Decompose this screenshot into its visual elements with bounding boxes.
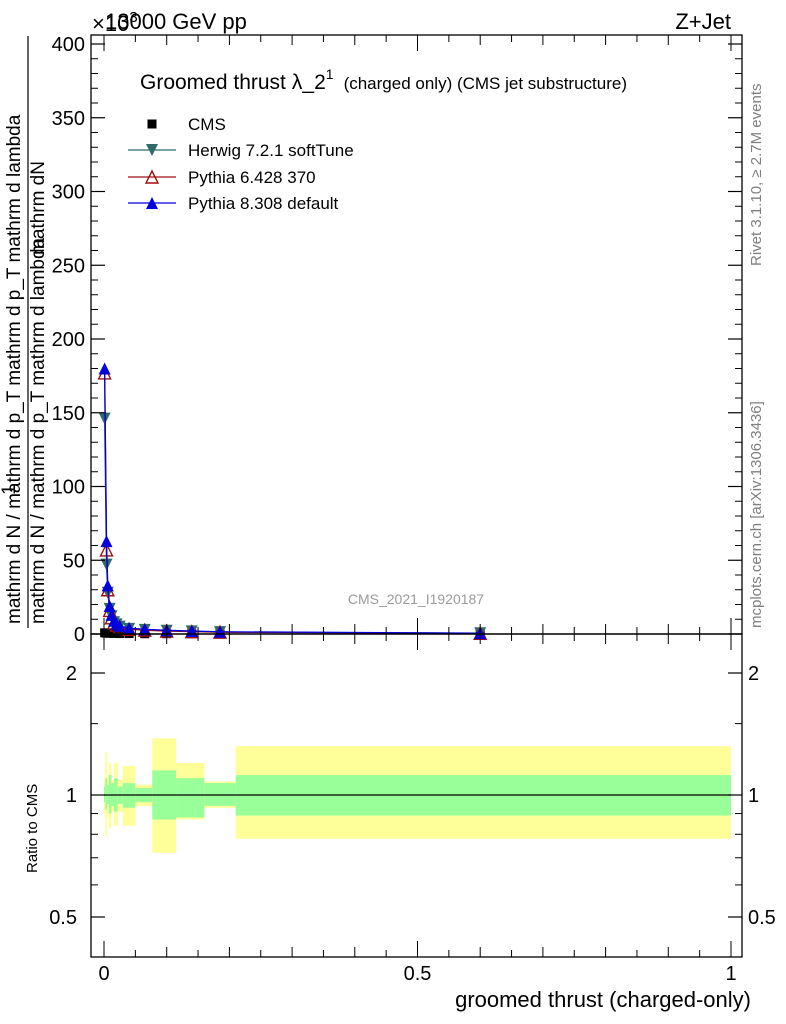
legend: CMS Herwig 7.2.1 softTune Pythia 6.428 370… bbox=[128, 115, 354, 213]
main-y-axis-title: mathrm d N / mathrm d p_T mathrm d lambd… bbox=[0, 36, 49, 628]
ylabel-line-3: 1 bbox=[0, 484, 20, 495]
legend-label: Herwig 7.2.1 softTune bbox=[188, 141, 354, 160]
ylabel-line-4: mathrm dN bbox=[28, 161, 49, 255]
data-point bbox=[113, 619, 126, 632]
legend-marker bbox=[146, 197, 158, 209]
data-point bbox=[213, 625, 226, 638]
analysis-watermark: CMS_2021_I1920187 bbox=[348, 591, 484, 607]
data-point bbox=[103, 599, 116, 612]
legend-label: CMS bbox=[188, 115, 226, 134]
ratio-ytick-label-right: 1 bbox=[748, 785, 759, 807]
ylabel-line-2: mathrm d N / mathrm d p_T mathrm d p_T m… bbox=[4, 114, 25, 624]
data-point bbox=[101, 579, 114, 592]
legend-label: Pythia 8.308 default bbox=[188, 194, 339, 213]
ylabel-line-1: mathrm d N / mathrm d p_T mathrm d lambd… bbox=[28, 237, 49, 624]
xtick-label: 0.5 bbox=[404, 963, 432, 985]
rivet-label: Rivet 3.1.10, ≥ 2.7M events bbox=[748, 84, 765, 267]
data-point bbox=[100, 535, 113, 548]
legend-marker bbox=[144, 169, 160, 184]
ratio-ytick-label-right: 2 bbox=[748, 663, 759, 685]
main-ytick-label: 250 bbox=[52, 255, 85, 277]
data-point bbox=[138, 623, 151, 636]
legend-marker bbox=[146, 144, 158, 156]
main-ytick-label: 50 bbox=[63, 550, 85, 572]
ratio-ytick-label-right: 0.5 bbox=[748, 907, 776, 929]
data-point bbox=[123, 622, 136, 635]
mcplots-label: mcplots.cern.ch [arXiv:1306.3436] bbox=[748, 401, 765, 628]
energy-label: 13000 GeV pp bbox=[105, 9, 247, 34]
main-ytick-label: 200 bbox=[52, 329, 85, 351]
xtick-label: 1 bbox=[725, 963, 736, 985]
main-ytick-label: 0 bbox=[74, 624, 85, 646]
ratio-inner-band-bin bbox=[104, 786, 106, 803]
main-title: Groomed thrust λ_21 (charged only) (CMS je… bbox=[140, 66, 627, 94]
main-ytick-label: 300 bbox=[52, 182, 85, 204]
ratio-ytick-label: 0.5 bbox=[49, 907, 77, 929]
ratio-inner-band-bin bbox=[176, 778, 205, 818]
main-ytick-label: 350 bbox=[52, 108, 85, 130]
legend-marker bbox=[147, 119, 157, 129]
process-label: Z+Jet bbox=[675, 9, 731, 34]
main-ytick-label: 100 bbox=[52, 477, 85, 499]
y-exponent: ×103 bbox=[92, 9, 138, 36]
ratio-inner-band-bin bbox=[109, 775, 112, 814]
ratio-y-axis-title: Ratio to CMS bbox=[24, 784, 41, 873]
ratio-inner-band-bin bbox=[105, 778, 108, 810]
ratio-ytick-label: 1 bbox=[66, 785, 77, 807]
legend-label: Pythia 6.428 370 bbox=[188, 168, 316, 187]
ratio-plot-area bbox=[104, 738, 732, 853]
data-point bbox=[98, 362, 111, 375]
x-axis-title: groomed thrust (charged-only) bbox=[455, 987, 751, 1012]
main-ytick-label: 150 bbox=[52, 403, 85, 425]
main-ytick-label: 400 bbox=[52, 34, 85, 56]
xtick-label: 0 bbox=[98, 963, 109, 985]
ratio-ytick-label: 2 bbox=[66, 663, 77, 685]
